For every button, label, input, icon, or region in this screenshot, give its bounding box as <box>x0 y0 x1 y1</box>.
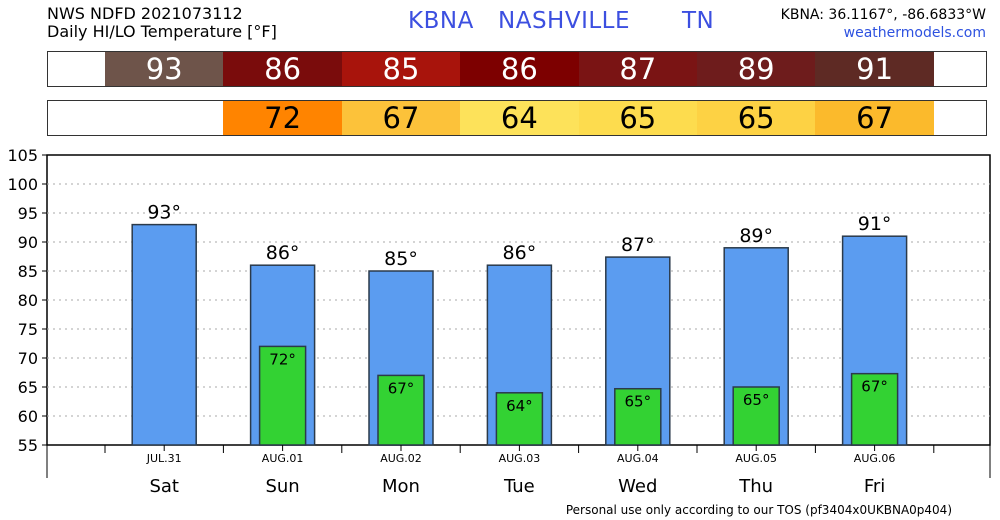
lo-temp-cell: 67 <box>341 101 461 135</box>
lo-value-label: 67° <box>861 378 888 396</box>
lo-temp-cell: 72 <box>223 101 342 135</box>
hi-temp-cell: 85 <box>341 52 461 86</box>
day-label: Fri <box>864 476 885 497</box>
site-link[interactable]: weathermodels.com <box>843 25 986 41</box>
hi-value-label: 89° <box>739 225 773 247</box>
lo-bar <box>732 386 780 446</box>
lo-value-label: 64° <box>506 397 533 415</box>
date-label: AUG.04 <box>617 452 659 465</box>
day-label: Tue <box>503 476 535 497</box>
chart-subtitle: Daily HI/LO Temperature [°F] <box>47 22 277 41</box>
y-tick-label: 95 <box>18 204 38 223</box>
lo-value-label: 67° <box>388 379 415 397</box>
hi-value-label: 86° <box>266 242 300 264</box>
y-tick-label: 70 <box>18 349 38 368</box>
y-tick-label: 80 <box>18 291 38 310</box>
hi-temp-cell: 93 <box>105 52 224 86</box>
hi-value-label: 87° <box>621 234 655 256</box>
lo-temp-strip: 72 67 64 65 65 67 <box>47 100 987 136</box>
station-state: TN <box>682 8 715 34</box>
y-tick-label: 100 <box>7 175 38 194</box>
lo-temp-cell: 67 <box>815 101 934 135</box>
y-tick-label: 85 <box>18 262 38 281</box>
day-label: Thu <box>738 476 773 497</box>
y-tick-label: 105 <box>7 146 38 165</box>
hi-bar <box>131 223 197 446</box>
date-label: AUG.02 <box>380 452 422 465</box>
lo-bar <box>258 345 307 446</box>
hi-temp-cell: 86 <box>223 52 342 86</box>
day-label: Sun <box>265 476 299 497</box>
y-tick-label: 55 <box>18 436 38 455</box>
lo-temp-cell: 65 <box>697 101 816 135</box>
lo-value-label: 65° <box>625 393 652 411</box>
footer-note: Personal use only according to our TOS (… <box>565 503 952 517</box>
day-label: Mon <box>382 476 420 497</box>
day-label: Wed <box>618 476 657 497</box>
model-run-label: NWS NDFD 2021073112 <box>47 4 243 23</box>
hi-temp-cell: 86 <box>460 52 579 86</box>
hi-value-label: 93° <box>147 202 181 224</box>
lo-value-label: 72° <box>269 350 296 368</box>
lo-temp-cell: 65 <box>578 101 697 135</box>
lo-temp-cell <box>105 101 224 135</box>
hi-value-label: 86° <box>503 242 537 264</box>
station-id: KBNA <box>408 8 474 34</box>
hi-value-label: 85° <box>384 248 418 270</box>
hi-temp-cell: 89 <box>697 52 816 86</box>
hi-temp-cell: 91 <box>815 52 934 86</box>
lo-bar <box>614 387 662 446</box>
lo-value-label: 65° <box>743 391 770 409</box>
lo-temp-cell: 64 <box>460 101 579 135</box>
date-label: AUG.06 <box>854 452 896 465</box>
station-city: NASHVILLE <box>498 8 631 34</box>
day-label: Sat <box>149 476 179 497</box>
y-tick-label: 75 <box>18 320 38 339</box>
hi-temp-strip: 93 86 85 86 87 89 91 <box>47 51 987 87</box>
y-tick-label: 65 <box>18 378 38 397</box>
station-coords: KBNA: 36.1167°, -86.6833°W <box>780 7 986 23</box>
hi-value-label: 91° <box>858 213 892 235</box>
hi-temp-cell: 87 <box>578 52 697 86</box>
date-label: AUG.03 <box>499 452 541 465</box>
lo-bar <box>850 372 899 446</box>
y-tick-label: 60 <box>18 407 38 426</box>
y-tick-label: 90 <box>18 233 38 252</box>
date-label: AUG.01 <box>262 452 304 465</box>
date-label: JUL.31 <box>146 452 182 465</box>
lo-bar <box>377 374 425 446</box>
date-label: AUG.05 <box>735 452 777 465</box>
